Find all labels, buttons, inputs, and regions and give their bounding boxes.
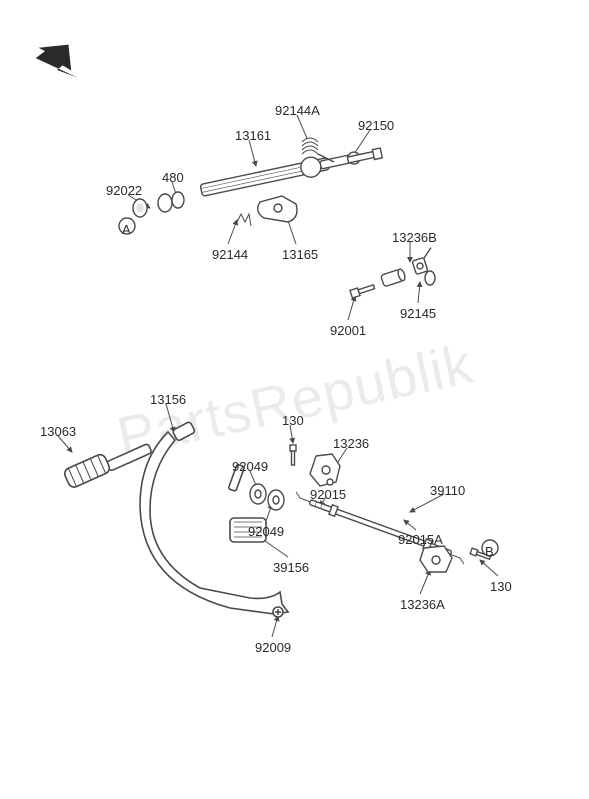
part-label-A: A (122, 222, 131, 237)
part-label-13156: 13156 (150, 392, 186, 407)
corner-arrow-icon (35, 44, 78, 82)
diagram-canvas: PartsRepublik (0, 0, 589, 799)
part-label-39110: 39110 (430, 483, 465, 498)
part-label-92049a: 92049 (232, 459, 268, 474)
part-label-13236: 13236 (333, 436, 369, 451)
part-label-92150: 92150 (358, 118, 394, 133)
part-label-92049b: 92049 (248, 524, 284, 539)
leader-line (404, 520, 416, 530)
part-bolt-cluster (350, 248, 437, 298)
part-label-39156: 39156 (273, 560, 309, 575)
part-label-92001: 92001 (330, 323, 366, 338)
part-label-B: B (485, 544, 494, 559)
parts-diagram-svg (0, 0, 589, 799)
part-label-13236A: 13236A (400, 597, 445, 612)
part-label-92015: 92015 (310, 487, 346, 502)
leader-line (166, 404, 174, 432)
part-upper-shaft (119, 138, 382, 234)
part-label-480: 480 (162, 170, 184, 185)
part-label-92144A: 92144A (275, 103, 320, 118)
part-label-13063: 13063 (40, 424, 76, 439)
part-label-92145: 92145 (400, 306, 436, 321)
part-shift-pedal (63, 421, 288, 617)
part-label-13236B: 13236B (392, 230, 437, 245)
part-label-92144: 92144 (212, 247, 248, 262)
leader-line (418, 282, 420, 303)
leader-line (272, 616, 278, 637)
part-label-130u: 130 (282, 413, 304, 428)
part-label-13161: 13161 (235, 128, 271, 143)
leader-line (228, 220, 237, 244)
part-linkage (250, 445, 498, 572)
leader-line (249, 140, 256, 166)
leader-line (480, 560, 498, 576)
part-label-92022: 92022 (106, 183, 142, 198)
part-label-130l: 130 (490, 579, 512, 594)
leader-line (420, 570, 430, 594)
part-label-92009: 92009 (255, 640, 291, 655)
part-label-13165: 13165 (282, 247, 318, 262)
part-label-92015A: 92015A (398, 532, 443, 547)
leader-line (348, 296, 355, 320)
